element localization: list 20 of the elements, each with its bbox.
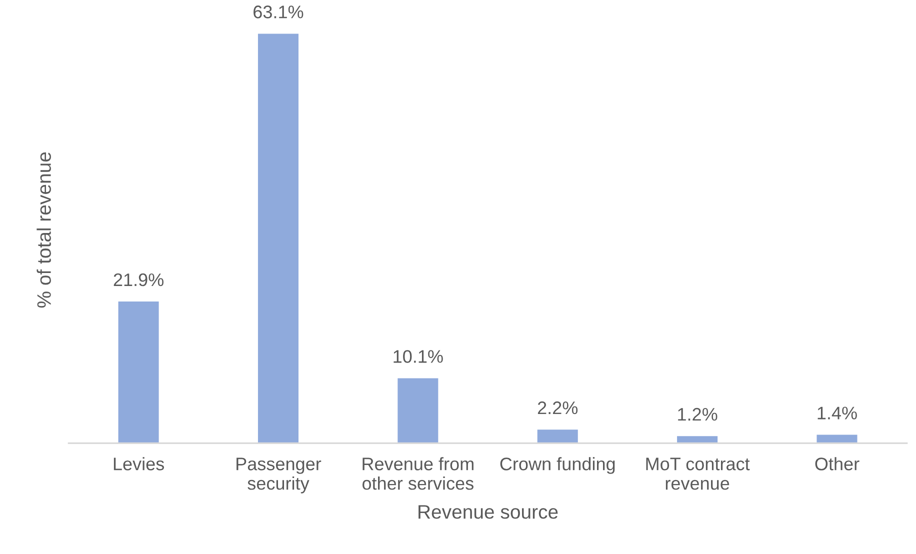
data-label: 1.4%	[818, 406, 857, 420]
bar	[676, 434, 719, 444]
data-label: 10.1%	[394, 350, 443, 363]
data-label: 2.2%	[538, 401, 578, 414]
bar	[396, 376, 440, 444]
x-tick-label: Crown funding	[500, 457, 615, 474]
x-tick-label: Other	[815, 457, 860, 470]
data-label: 21.9%	[114, 273, 164, 286]
bar	[536, 428, 580, 444]
x-axis-title: Revenue source	[418, 505, 558, 519]
x-tick-label: Revenue from other services	[362, 457, 474, 490]
x-tick-label: Levies	[114, 457, 164, 470]
data-label: 1.2%	[678, 408, 718, 421]
y-axis-title: % of total revenue	[36, 152, 51, 308]
x-tick-label: Passenger security	[236, 458, 322, 494]
bar	[256, 32, 300, 444]
bar	[116, 300, 160, 444]
data-label: 63.1%	[254, 6, 304, 18]
bar	[815, 433, 859, 444]
x-tick-label: MoT contract revenue	[646, 458, 750, 490]
